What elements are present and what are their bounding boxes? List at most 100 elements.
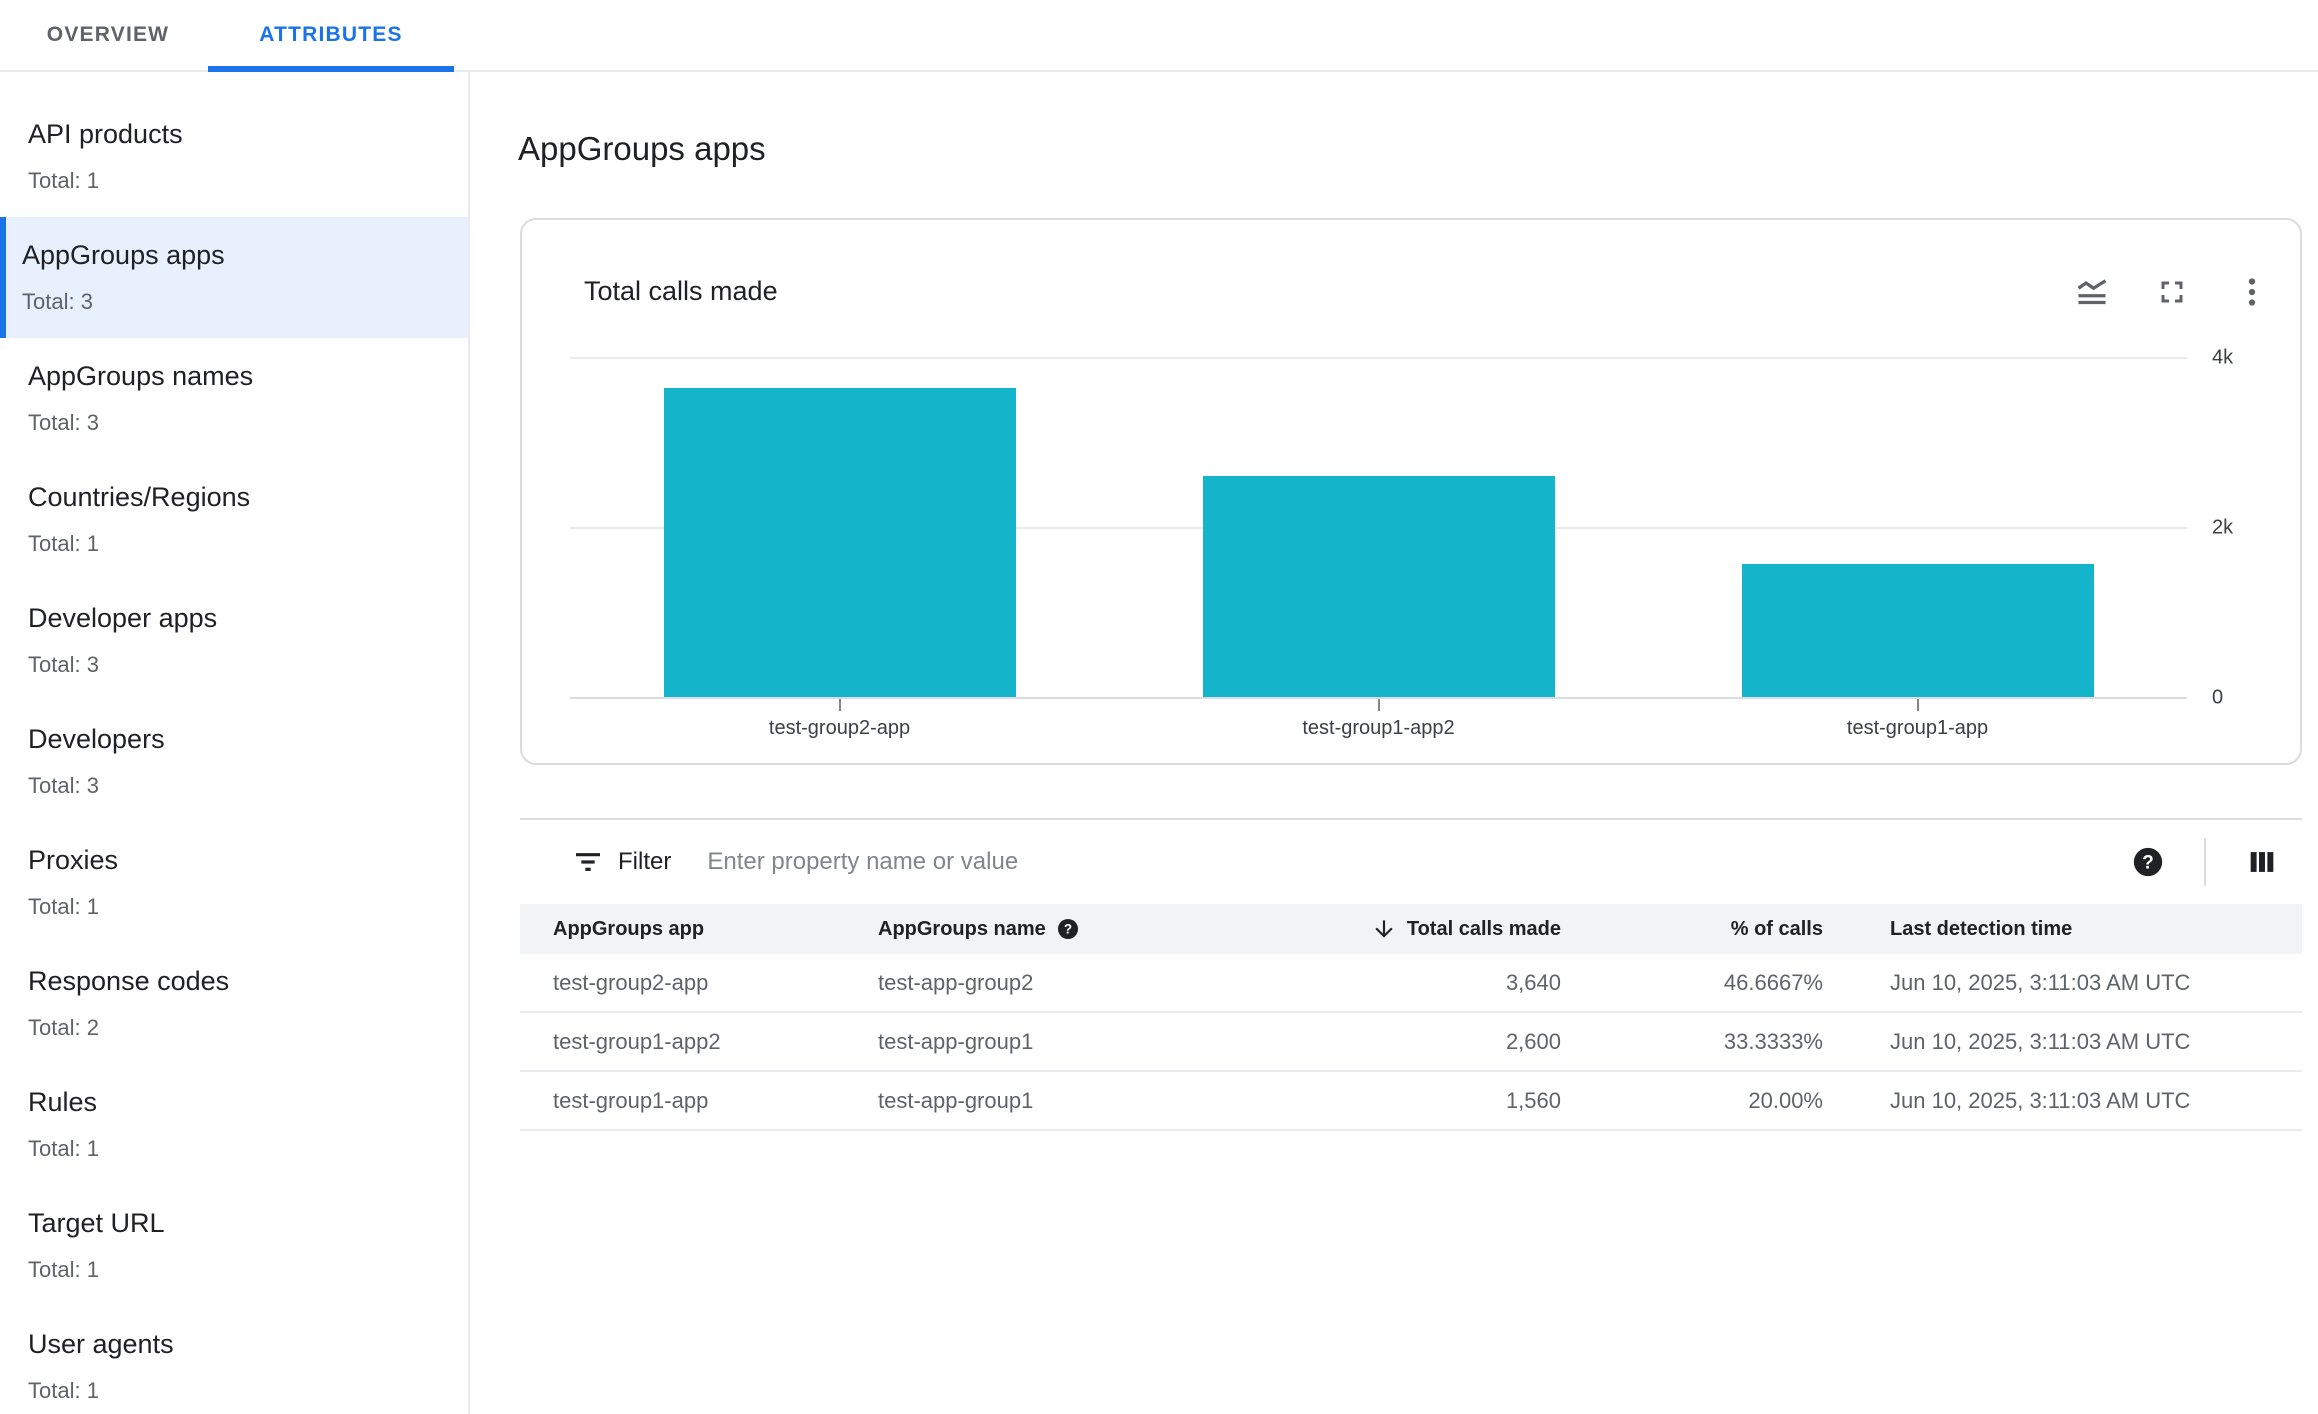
sidebar-item-appgroups-apps[interactable]: AppGroups apps Total: 3	[0, 217, 468, 338]
bar-test-group2-app[interactable]	[663, 388, 1016, 697]
table-cell: 2,600	[1505, 1028, 1561, 1054]
column-header-last-detection-time[interactable]: Last detection time	[1823, 918, 2269, 941]
main-content: AppGroups apps Total calls made	[470, 72, 2318, 1414]
table-cell: 3,640	[1505, 969, 1561, 995]
table-cell: Jun 10, 2025, 3:11:03 AM UTC	[1890, 969, 2191, 995]
sidebar-item-proxies[interactable]: Proxies Total: 1	[0, 822, 468, 943]
table-cell: 33.3333%	[1723, 1028, 1823, 1054]
sidebar-item-label: User agents	[28, 1329, 174, 1359]
column-header-label: Last detection time	[1890, 917, 2073, 940]
sidebar-item-appgroups-names[interactable]: AppGroups names Total: 3	[0, 338, 468, 459]
filter-label: Filter	[618, 848, 672, 875]
sidebar-item-label: Developers	[28, 724, 165, 754]
total-calls-chart-card: Total calls made	[520, 218, 2302, 765]
tab-attributes[interactable]: ATTRIBUTES	[208, 0, 454, 72]
table-cell: test-app-group1	[878, 1087, 1034, 1113]
y-axis-tick-label: 2k	[2212, 516, 2234, 539]
table-row[interactable]: test-group1-app2 test-app-group1 2,600 33.3…	[520, 1013, 2302, 1072]
sidebar-item-total: Total: 3	[22, 289, 93, 314]
table-header-row: AppGroups app AppGroups name? Total calls …	[520, 904, 2302, 954]
column-header--of-calls[interactable]: % of calls	[1561, 918, 1823, 941]
sidebar-item-label: Response codes	[28, 966, 230, 996]
sidebar-item-label: Countries/Regions	[28, 482, 251, 512]
sidebar-item-target-url[interactable]: Target URL Total: 1	[0, 1185, 468, 1306]
table-row[interactable]: test-group1-app test-app-group1 1,560 20.00…	[520, 1072, 2302, 1131]
table-cell: test-group1-app2	[553, 1028, 721, 1054]
gridline	[570, 357, 2187, 359]
sort-desc-icon	[1371, 916, 1397, 942]
column-settings-icon[interactable]	[2242, 842, 2282, 882]
attributes-sidebar: API products Total: 1 AppGroups apps Total:…	[0, 72, 470, 1414]
x-axis-tick	[838, 699, 841, 711]
table-row[interactable]: test-group2-app test-app-group2 3,640 46.66…	[520, 954, 2302, 1013]
x-axis-category-label: test-group1-app2	[1302, 717, 1455, 739]
table-body: test-group2-app test-app-group2 3,640 46.66…	[520, 954, 2302, 1131]
table-cell: Jun 10, 2025, 3:11:03 AM UTC	[1890, 1028, 2191, 1054]
sidebar-item-total: Total: 2	[28, 1015, 99, 1040]
bar-test-group1-app[interactable]	[1741, 564, 2094, 697]
sidebar-item-total: Total: 1	[28, 168, 99, 193]
sidebar-item-response-codes[interactable]: Response codes Total: 2	[0, 943, 468, 1064]
fullscreen-icon[interactable]	[2152, 272, 2192, 312]
x-axis-tick	[1916, 699, 1919, 711]
sidebar-item-total: Total: 1	[28, 1257, 99, 1282]
table-cell: test-app-group2	[878, 969, 1034, 995]
sidebar-item-total: Total: 1	[28, 894, 99, 919]
help-icon[interactable]: ?	[2128, 842, 2168, 882]
table-cell: test-group1-app	[553, 1087, 709, 1113]
sidebar-item-rules[interactable]: Rules Total: 1	[0, 1064, 468, 1185]
sidebar-item-user-agents[interactable]: User agents Total: 1	[0, 1306, 468, 1414]
sidebar-item-total: Total: 3	[28, 773, 99, 798]
more-options-icon[interactable]	[2232, 272, 2272, 312]
table-cell: test-app-group1	[878, 1028, 1034, 1054]
sidebar-item-api-products[interactable]: API products Total: 1	[0, 96, 468, 217]
svg-text:?: ?	[1064, 922, 1072, 937]
column-header-label: Total calls made	[1406, 917, 1561, 940]
x-axis-category-label: test-group1-app	[1846, 717, 1989, 739]
column-help-icon[interactable]: ?	[1056, 917, 1080, 941]
sidebar-item-label: Target URL	[28, 1208, 165, 1238]
chart-type-icon[interactable]	[2072, 272, 2112, 312]
bar-test-group1-app2[interactable]	[1202, 476, 1555, 697]
sidebar-item-developers[interactable]: Developers Total: 3	[0, 701, 468, 822]
sidebar-item-total: Total: 1	[28, 1378, 99, 1403]
tab-bar: OVERVIEW ATTRIBUTES	[0, 0, 2318, 72]
table-cell: 1,560	[1505, 1087, 1561, 1113]
sidebar-item-total: Total: 3	[28, 652, 99, 677]
sidebar-item-countries-regions[interactable]: Countries/Regions Total: 1	[0, 459, 468, 580]
sidebar-item-label: Proxies	[28, 845, 119, 875]
sidebar-item-total: Total: 3	[28, 410, 99, 435]
data-table-panel: Filter ?	[520, 818, 2302, 1131]
sidebar-item-label: Developer apps	[28, 603, 218, 633]
column-header-label: AppGroups app	[553, 917, 705, 940]
sidebar-item-developer-apps[interactable]: Developer apps Total: 3	[0, 580, 468, 701]
sidebar-item-label: API products	[28, 119, 183, 149]
y-axis-tick-label: 4k	[2212, 346, 2234, 369]
column-header-appgroups-app[interactable]: AppGroups app	[553, 918, 878, 941]
divider	[2204, 838, 2206, 886]
svg-text:?: ?	[2142, 853, 2154, 874]
sidebar-item-total: Total: 1	[28, 1136, 99, 1161]
column-header-appgroups-name[interactable]: AppGroups name?	[878, 917, 1228, 941]
sidebar-item-total: Total: 1	[28, 531, 99, 556]
filter-input[interactable]	[707, 848, 1608, 876]
tab-overview[interactable]: OVERVIEW	[46, 23, 170, 46]
x-axis-tick	[1377, 699, 1380, 711]
table-cell: Jun 10, 2025, 3:11:03 AM UTC	[1890, 1087, 2191, 1113]
filter-bar: Filter ?	[520, 820, 2302, 904]
y-axis-tick-label: 0	[2212, 686, 2224, 709]
gridline	[570, 697, 2187, 699]
sidebar-item-label: AppGroups apps	[22, 240, 225, 270]
column-header-total-calls-made[interactable]: Total calls made	[1228, 916, 1561, 942]
table-cell: 20.00%	[1748, 1087, 1823, 1113]
sidebar-item-label: Rules	[28, 1087, 98, 1117]
table-cell: 46.6667%	[1723, 969, 1823, 995]
column-header-label: AppGroups name	[878, 917, 1046, 940]
page-title: AppGroups apps	[518, 130, 766, 167]
chart-card-actions	[2072, 272, 2272, 312]
sidebar-item-label: AppGroups names	[28, 361, 254, 391]
filter-icon	[572, 846, 604, 878]
chart-title: Total calls made	[584, 276, 778, 306]
x-axis-category-label: test-group2-app	[768, 717, 911, 739]
table-cell: test-group2-app	[553, 969, 709, 995]
